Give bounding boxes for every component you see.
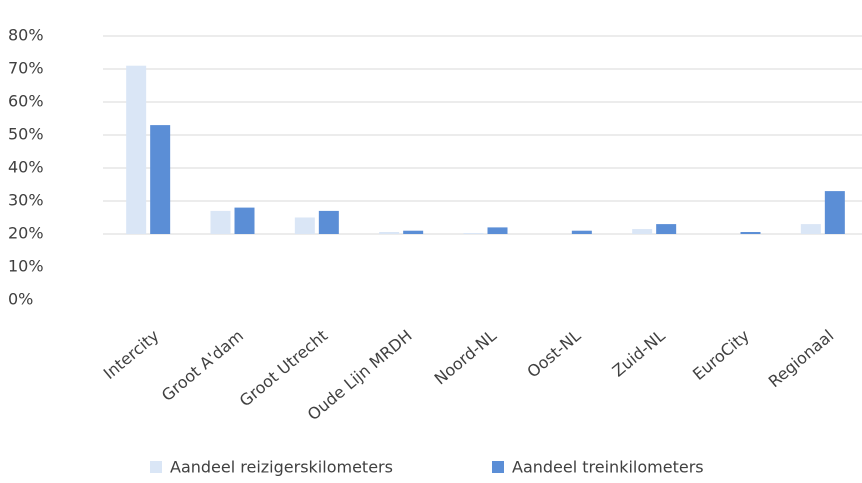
bar (824, 191, 845, 234)
bar (294, 217, 315, 234)
bar (150, 125, 171, 234)
bar (318, 210, 339, 234)
y-tick-label: 10% (8, 257, 44, 276)
x-tick-label: Oost-NL (523, 326, 584, 382)
bar (800, 224, 821, 234)
y-tick-label: 40% (8, 158, 44, 177)
x-tick-label: EuroCity (689, 326, 753, 384)
bar (487, 227, 508, 234)
legend-label: Aandeel treinkilometers (512, 458, 704, 477)
bar (632, 229, 653, 234)
bar (234, 207, 255, 234)
bar (126, 65, 147, 234)
y-tick-label: 0% (8, 290, 33, 309)
y-tick-label: 70% (8, 59, 44, 78)
legend-swatch (492, 461, 504, 473)
y-tick-label: 50% (8, 125, 44, 144)
bar (403, 230, 424, 234)
legend-label: Aandeel reizigerskilometers (170, 458, 393, 477)
bar (463, 233, 484, 234)
x-tick-label: Groot A'dam (158, 326, 247, 405)
y-tick-label: 60% (8, 92, 44, 111)
bar (210, 210, 231, 234)
bar (656, 224, 677, 234)
x-tick-label: Noord-NL (431, 326, 500, 389)
x-tick-label: Regionaal (765, 326, 838, 391)
bar (379, 232, 400, 234)
y-tick-label: 20% (8, 224, 44, 243)
x-tick-label: Zuid-NL (609, 326, 669, 381)
y-tick-label: 30% (8, 191, 44, 210)
bar (740, 232, 761, 234)
legend-swatch (150, 461, 162, 473)
x-tick-label: Intercity (100, 326, 163, 383)
y-tick-label: 80% (8, 26, 44, 45)
bar (571, 230, 592, 234)
